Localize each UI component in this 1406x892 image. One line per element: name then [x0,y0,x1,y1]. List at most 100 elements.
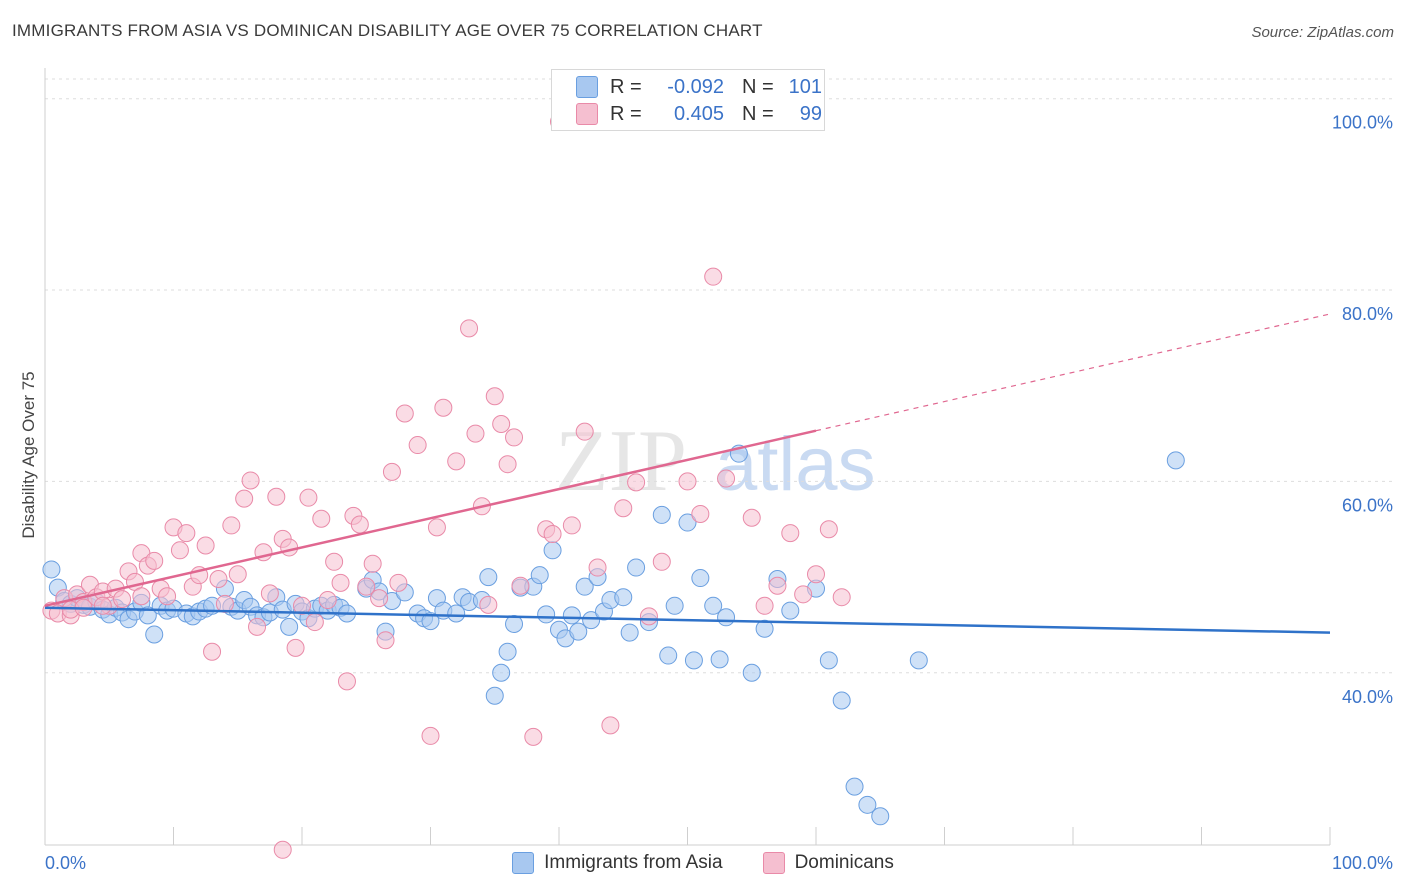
point-dominicans [460,319,479,338]
axes [44,68,1331,846]
point-dominicans [485,387,504,406]
point-asia [781,601,800,620]
point-dominicans [639,607,658,626]
r-label: R = [610,102,642,125]
point-dominicans [260,584,279,603]
point-asia [684,651,703,670]
point-dominicans [331,573,350,592]
n-value: 99 [799,102,822,125]
point-dominicans [627,473,646,492]
legend-item-asia[interactable]: Immigrants from Asia [512,852,723,874]
point-asia [832,691,851,710]
point-dominicans [158,587,177,606]
point-dominicans [286,638,305,657]
point-asia [652,505,671,524]
point-dominicans [543,525,562,544]
point-asia [485,686,504,705]
point-dominicans [588,558,607,577]
point-dominicans [312,509,331,528]
point-dominicans [691,504,710,523]
point-dominicans [93,596,112,615]
point-dominicans [228,565,247,584]
x-tick-label: 0.0% [45,853,86,873]
point-asia [280,617,299,636]
point-dominicans [389,573,408,592]
point-dominicans [305,613,324,632]
point-dominicans [267,487,286,506]
point-dominicans [299,488,318,507]
point-dominicans [768,576,787,595]
axis-labels: 40.0% 60.0% 80.0% 100.0% 0.0% 100.0% Disabilit… [19,113,1393,873]
point-asia [742,663,761,682]
point-asia [498,642,517,661]
point-dominicans [132,587,151,606]
point-asia [42,560,61,579]
corr-row-dominicans: R = 0.405 N = 99 [576,101,822,127]
point-dominicans [466,424,485,443]
x-tick-label: 100.0% [1332,853,1393,873]
point-dominicans [350,515,369,534]
source-label: Source: ZipAtlas.com [1251,24,1394,41]
point-dominicans [325,552,344,571]
point-dominicans [293,596,311,615]
point-dominicans [382,462,401,481]
chart-title: IMMIGRANTS FROM ASIA VS DOMINICAN DISABI… [12,21,763,40]
point-asia [819,651,838,670]
point-asia [479,568,498,587]
point-dominicans [241,471,260,490]
point-dominicans [562,516,581,535]
point-dominicans [427,518,446,537]
point-dominicans [376,631,395,650]
point-dominicans [505,428,524,447]
point-dominicans [421,726,440,745]
legend-item-dominicans[interactable]: Dominicans [762,852,894,874]
pink-swatch [762,852,785,874]
y-tick-label: 40.0% [1342,687,1393,707]
n-label: N = [742,102,774,125]
point-asia [138,606,157,625]
point-dominicans [755,596,774,615]
point-dominicans [113,590,132,609]
point-dominicans [781,524,800,543]
series-legend: Immigrants from Asia Dominicans [0,852,1406,874]
point-dominicans [145,551,164,570]
n-label: N = [742,75,774,98]
point-dominicans [203,642,222,661]
trend-line-extension [815,313,1331,432]
point-dominicans [434,398,453,417]
watermark-zip: ZIP [555,413,687,510]
point-dominicans [704,267,723,286]
point-asia [665,596,684,615]
point-asia [530,566,549,585]
grid [45,78,1395,674]
point-asia [562,606,581,625]
point-asia [447,604,466,623]
r-value: 0.405 [673,102,724,125]
point-dominicans [395,404,414,423]
point-asia [858,795,877,814]
point-dominicans [479,595,498,614]
r-label: R = [610,75,642,98]
point-asia [620,623,639,642]
point-dominicans [177,524,196,543]
point-dominicans [678,472,697,491]
point-asia [627,558,646,577]
point-asia [614,588,633,607]
correlation-legend: R = -0.092 N = 101 R = 0.405 N = 99 [551,69,825,131]
point-dominicans [318,591,337,610]
y-tick-label: 100.0% [1332,113,1393,133]
point-asia [845,777,864,796]
point-dominicans [614,499,633,518]
point-dominicans [717,469,736,488]
point-dominicans [807,565,825,584]
point-asia [710,650,729,669]
point-asia [575,577,594,596]
point-asia [505,614,524,633]
point-asia [492,663,511,682]
point-asia [1166,451,1185,470]
point-dominicans [196,536,215,555]
point-asia [659,646,678,665]
point-dominicans [170,541,189,560]
point-dominicans [498,455,517,474]
